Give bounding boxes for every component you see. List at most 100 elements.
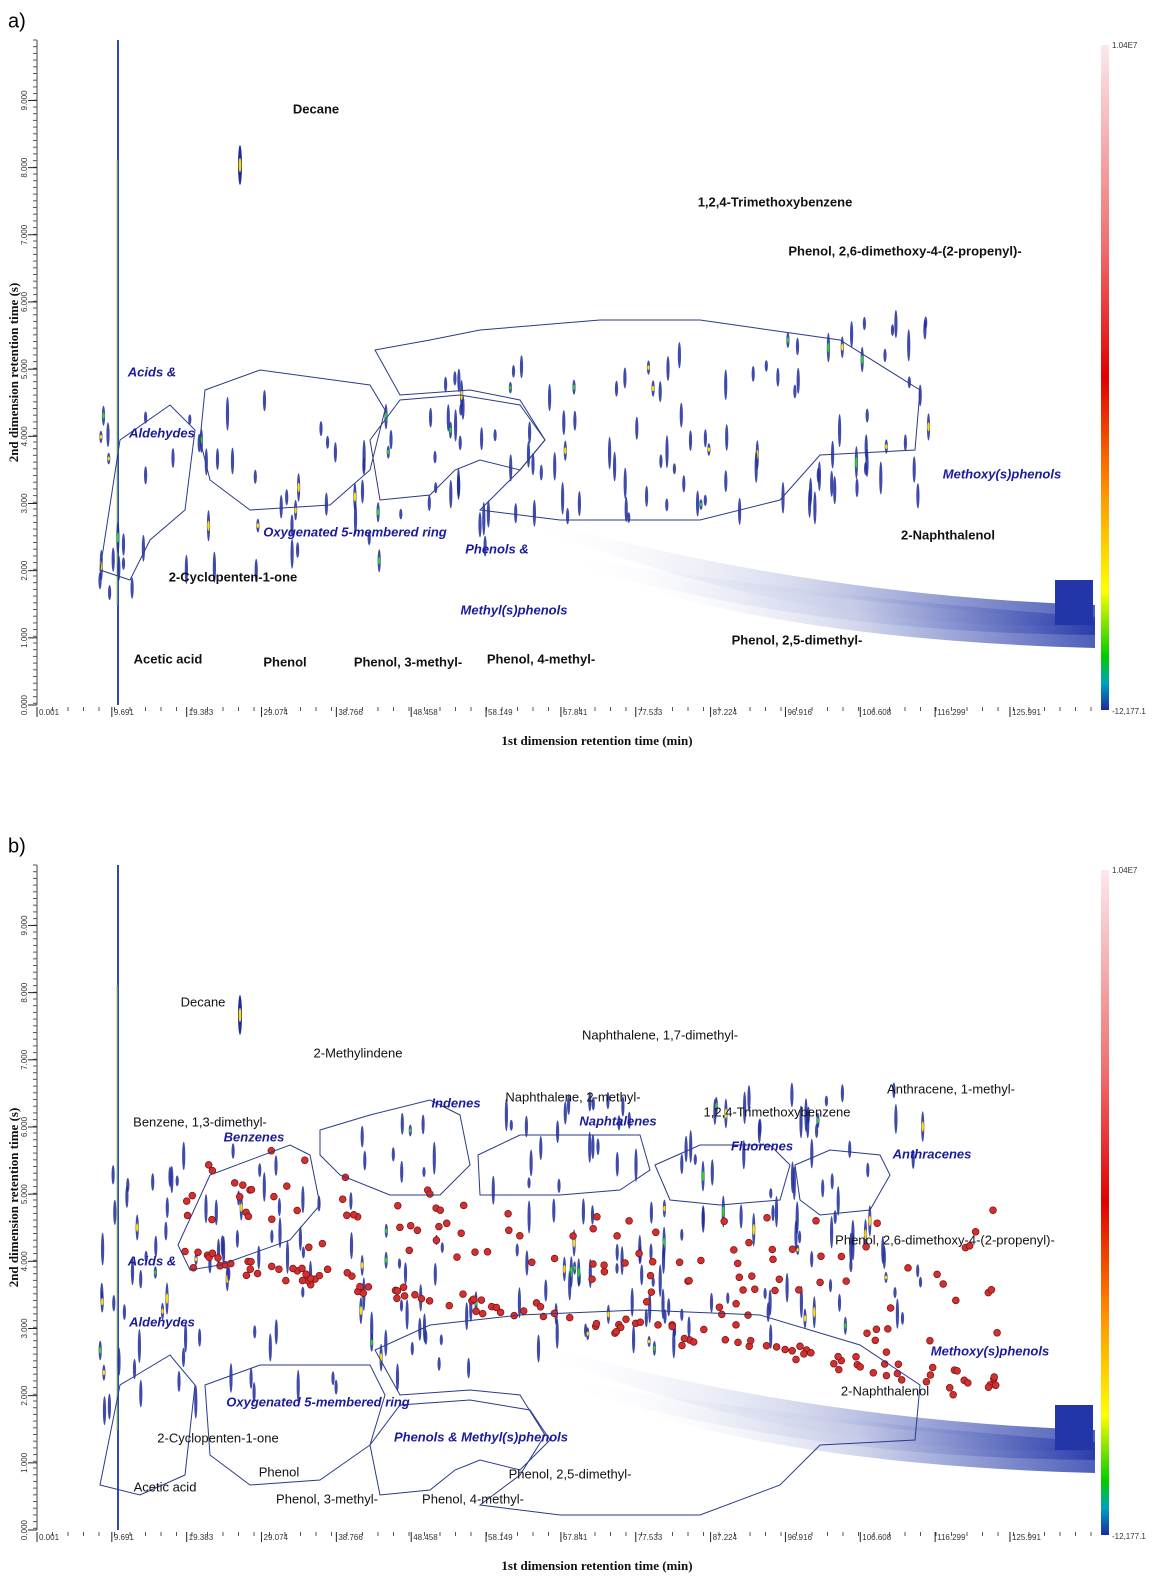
peak — [117, 1347, 121, 1376]
colorbar-min: -12,177.1 — [1112, 707, 1146, 716]
group-outline — [369, 394, 546, 501]
compound-label: Phenol, 3-methyl- — [354, 654, 462, 669]
peak — [661, 1244, 666, 1274]
identified-peak — [267, 1262, 276, 1271]
peak — [391, 1147, 395, 1162]
peak — [903, 434, 908, 452]
peak — [544, 1279, 548, 1302]
peak — [840, 1084, 845, 1103]
peak — [623, 467, 627, 499]
peak — [258, 1163, 262, 1177]
peak — [421, 1114, 425, 1135]
panel: b) 0.000 1.000 2.000 3.000 4.000 5.000 6.000 7.0… — [6, 835, 1146, 1573]
identified-peak — [852, 1353, 860, 1361]
peak — [688, 430, 693, 451]
identified-peak — [471, 1248, 479, 1256]
peak — [724, 369, 728, 401]
group-label: Oxygenated 5-membered ring — [263, 524, 447, 539]
compound-label: 2-Methylindene — [314, 1045, 403, 1060]
y-tick-label: 5.000 — [20, 359, 29, 380]
peak-core — [653, 1345, 656, 1351]
peak — [682, 475, 686, 493]
peak — [709, 1292, 714, 1313]
compound-label: Acetic acid — [134, 1479, 197, 1494]
identified-peak — [364, 1283, 373, 1291]
peak — [613, 451, 617, 482]
peak — [433, 1262, 437, 1286]
peak-core — [663, 1205, 666, 1212]
compound-label: Decane — [181, 994, 226, 1009]
group-label: Fluorenes — [731, 1138, 793, 1153]
peak — [667, 1298, 671, 1317]
peak — [838, 414, 842, 448]
identified-peak — [720, 1217, 728, 1226]
peak — [806, 1106, 811, 1124]
peak — [666, 356, 670, 381]
peak — [326, 435, 330, 449]
peak — [184, 554, 188, 585]
identified-peak — [835, 1365, 843, 1374]
peak — [235, 1229, 239, 1248]
peak — [591, 1097, 595, 1111]
identified-peak — [862, 1243, 870, 1251]
peak — [527, 1177, 531, 1189]
compound-label: Naphthalene, 2-methyl- — [505, 1089, 640, 1104]
peak — [553, 452, 557, 481]
compound-label: Naphthalene, 1,7-dimethyl- — [582, 1027, 738, 1042]
group-outline — [477, 1134, 651, 1196]
identified-peak — [886, 1304, 895, 1312]
peak — [126, 1178, 130, 1193]
identified-peak — [744, 1311, 752, 1319]
identified-peak — [654, 1321, 662, 1329]
peak — [113, 1199, 117, 1225]
x-tick-label: 19.383 — [189, 1533, 214, 1542]
identified-peak — [550, 1254, 559, 1263]
peak — [556, 1120, 560, 1144]
peak — [536, 1334, 541, 1363]
identified-peak — [721, 1336, 730, 1344]
identified-peak — [689, 1338, 698, 1346]
y-tick-label: 4.000 — [20, 1251, 29, 1272]
peak — [175, 1175, 179, 1187]
compound-label: Phenol — [259, 1464, 300, 1479]
identified-peak — [436, 1206, 445, 1214]
peak — [624, 496, 628, 522]
peak-core — [353, 492, 357, 502]
identified-peak — [588, 1275, 596, 1283]
peak — [486, 500, 490, 528]
identified-peak — [536, 1303, 545, 1311]
identified-peak — [884, 1325, 892, 1333]
y-tick-label: 3.000 — [20, 493, 29, 514]
panel-label: b) — [8, 835, 26, 857]
identified-peak — [882, 1348, 891, 1356]
peak-core — [207, 520, 210, 531]
identified-peak — [399, 1283, 408, 1292]
identified-peak — [984, 1383, 993, 1391]
peak — [130, 577, 134, 599]
identified-peak — [971, 1228, 980, 1236]
identified-peak — [214, 1254, 222, 1262]
identified-peak — [505, 1226, 513, 1235]
peak — [793, 384, 797, 399]
identified-peak — [678, 1341, 686, 1350]
peak — [651, 1276, 655, 1287]
x-tick-label: 0.001 — [39, 1533, 60, 1542]
identified-peak — [680, 1334, 689, 1343]
peak — [515, 1243, 519, 1257]
identified-peak — [807, 1349, 815, 1357]
peak — [465, 1302, 469, 1331]
identified-peak — [194, 1248, 202, 1257]
peak — [799, 1285, 804, 1319]
peak — [270, 1229, 274, 1244]
peak-core — [102, 412, 105, 420]
identified-peak — [289, 1264, 297, 1273]
peak — [615, 1151, 619, 1177]
identified-peak — [406, 1221, 415, 1230]
peak — [701, 1205, 705, 1229]
group-label: Aldehydes — [128, 425, 195, 440]
peak — [225, 396, 230, 431]
identified-peak — [315, 1271, 324, 1280]
peak — [798, 1230, 802, 1244]
identified-peak — [990, 1373, 998, 1381]
identified-peak — [417, 1294, 426, 1303]
